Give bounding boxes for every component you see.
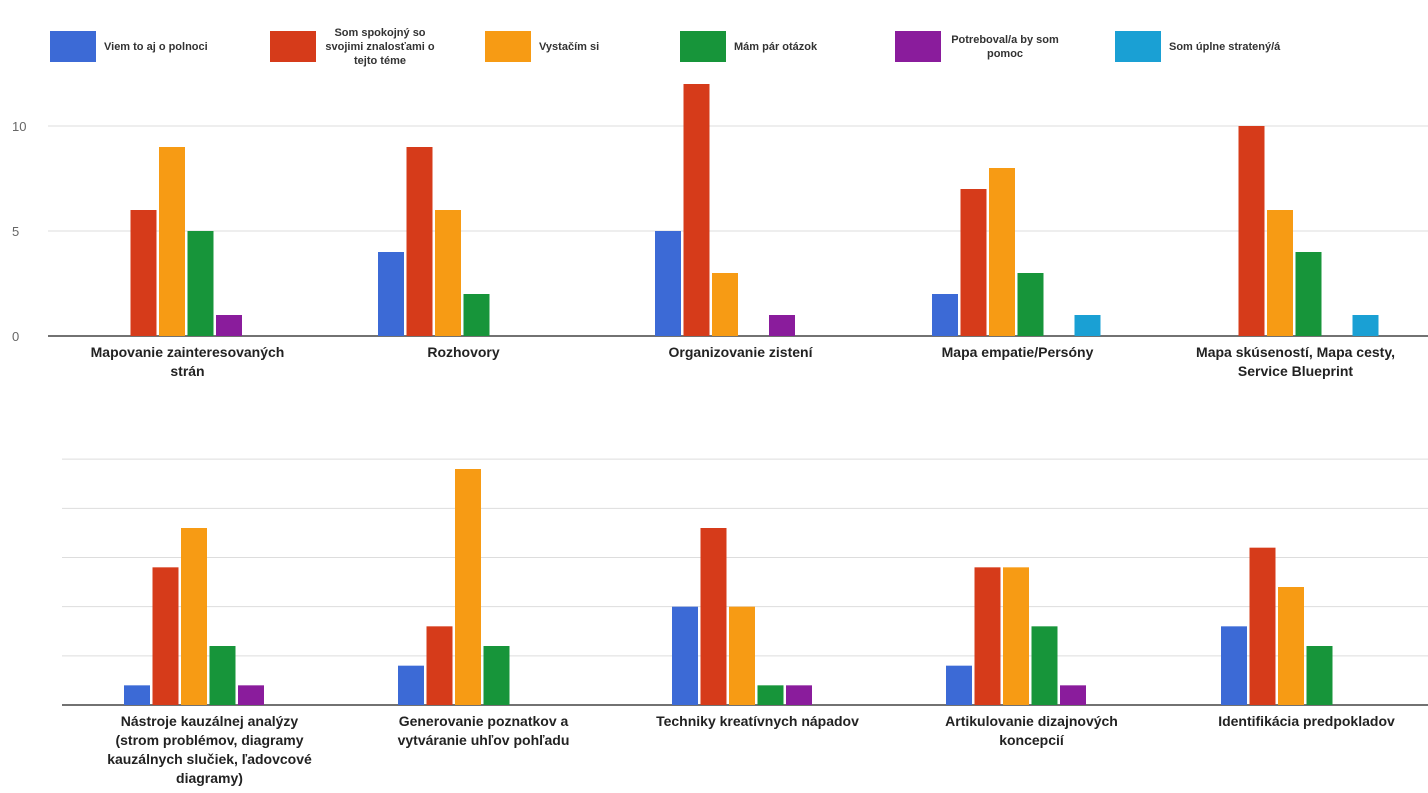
bar [946, 665, 972, 705]
category-label: Organizovanie zistení [669, 344, 814, 360]
legend-item: Viem to aj o polnoci [50, 31, 208, 62]
category-label: koncepcií [999, 732, 1065, 748]
legend-swatch [680, 31, 726, 62]
bar [960, 189, 987, 336]
bar [712, 273, 738, 336]
bar [683, 84, 710, 336]
bar [1267, 210, 1293, 336]
bar [124, 685, 150, 705]
legend-swatch [1115, 31, 1161, 62]
bar [483, 646, 510, 705]
bar [786, 685, 812, 705]
legend-swatch [895, 31, 941, 62]
legend-item: Som úplne stratený/á [1115, 31, 1281, 62]
bar [672, 606, 698, 705]
legend-item: Som spokojný so svojimi znalosťami o tejto… [270, 27, 435, 67]
bar [181, 528, 207, 705]
chart-legend: Viem to aj o polnoci Som spokojný so svoji… [50, 27, 1281, 67]
legend-swatch [270, 31, 316, 62]
category-label: (strom problémov, diagramy [115, 732, 303, 748]
category-label: diagramy) [176, 770, 243, 786]
category-label: Techniky kreatívnych nápadov [656, 713, 859, 729]
legend-label: Som spokojný so [334, 27, 425, 39]
bar [989, 168, 1015, 336]
bar [398, 665, 424, 705]
bar [769, 315, 795, 336]
legend-label: pomoc [987, 48, 1023, 60]
legend-swatch [50, 31, 96, 62]
legend-item: Potreboval/a by som pomoc [895, 31, 1059, 62]
category-label: vytváranie uhľov pohľadu [398, 732, 570, 748]
legend-label: tejto téme [354, 55, 406, 67]
y-tick-label: 0 [12, 329, 19, 344]
bar [463, 294, 490, 336]
bar [729, 606, 755, 705]
bar [655, 231, 681, 336]
legend-label: Som úplne stratený/á [1169, 41, 1281, 53]
legend-swatch [485, 31, 531, 62]
top-bar-chart: 0 5 10 Mapovanie zainteresovaných strán Rozho… [12, 84, 1428, 379]
bar [455, 469, 481, 705]
bar [130, 210, 157, 336]
bar [1031, 626, 1058, 705]
bar [159, 147, 185, 336]
category-label: Identifikácia predpokladov [1218, 713, 1395, 729]
bar [378, 252, 404, 336]
bar [209, 646, 236, 705]
bar [1278, 587, 1304, 705]
bar [216, 315, 242, 336]
bar [1221, 626, 1247, 705]
bar [238, 685, 264, 705]
legend-label: Viem to aj o polnoci [104, 41, 208, 53]
category-label: Mapa skúseností, Mapa cesty, [1196, 344, 1395, 360]
bar [700, 528, 727, 705]
legend-label: Vystačím si [539, 41, 599, 53]
category-label: Mapovanie zainteresovaných [91, 344, 285, 360]
bar [435, 210, 461, 336]
bar [757, 685, 784, 705]
bar [1003, 567, 1029, 705]
bar [1238, 126, 1265, 336]
category-label: Mapa empatie/Persóny [942, 344, 1094, 360]
bar [1017, 273, 1044, 336]
bar [426, 626, 453, 705]
category-label: Artikulovanie dizajnových [945, 713, 1118, 729]
legend-label: Potreboval/a by som [951, 34, 1059, 46]
y-tick-label: 10 [12, 119, 26, 134]
bar [187, 231, 214, 336]
category-label: kauzálnych slučiek, ľadovcové [107, 751, 312, 767]
legend-item: Vystačím si [485, 31, 599, 62]
legend-label: Mám pár otázok [734, 41, 818, 53]
bottom-bar-chart: Nástroje kauzálnej analýzy (strom problém… [62, 458, 1428, 786]
bar [1074, 315, 1101, 336]
legend-label: svojimi znalosťami o [325, 41, 434, 53]
bar [1306, 646, 1333, 705]
category-label: Generovanie poznatkov a [399, 713, 569, 729]
bar [152, 567, 179, 705]
legend-item: Mám pár otázok [680, 31, 818, 62]
bar [1295, 252, 1322, 336]
bar [406, 147, 433, 336]
category-label: Service Blueprint [1238, 363, 1353, 379]
bar [1352, 315, 1379, 336]
category-label: strán [170, 363, 204, 379]
category-label: Rozhovory [427, 344, 500, 360]
bar [1249, 547, 1276, 705]
bar [932, 294, 958, 336]
bar [1060, 685, 1086, 705]
bar [974, 567, 1001, 705]
category-label: Nástroje kauzálnej analýzy [121, 713, 299, 729]
y-tick-label: 5 [12, 224, 19, 239]
